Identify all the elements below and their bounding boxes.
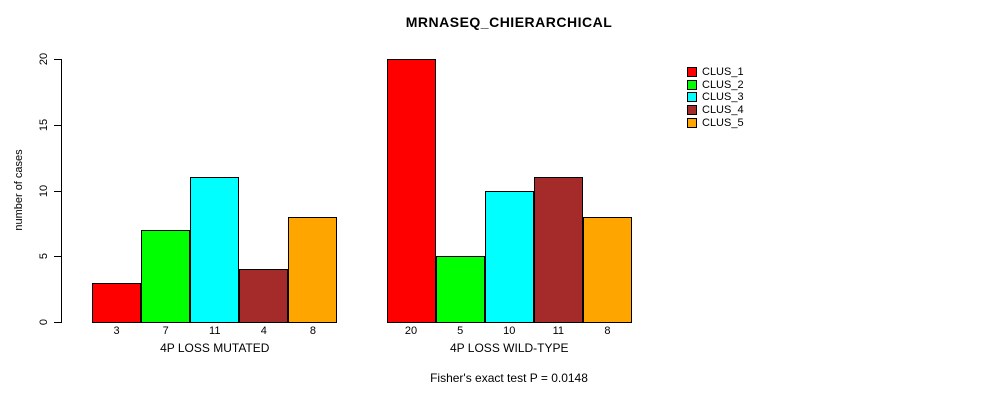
legend-label: CLUS_2	[702, 78, 744, 91]
category-label-wild-type: 4P LOSS WILD-TYPE	[450, 341, 569, 355]
legend-swatch-clus_4	[687, 105, 697, 116]
bar	[533, 177, 583, 323]
bar-value-label: 8	[309, 325, 316, 337]
y-tick	[54, 256, 62, 258]
category-label-mutated: 4P LOSS MUTATED	[160, 341, 270, 355]
y-tick	[54, 322, 62, 323]
bar	[484, 190, 534, 323]
caption-fisher-test: Fisher's exact test P = 0.0148	[430, 371, 588, 385]
bar	[435, 256, 485, 323]
bar-value-label: 7	[162, 325, 169, 337]
bar-value-label: 20	[404, 325, 418, 337]
y-tick	[54, 59, 62, 60]
bar-value-label: 4	[260, 325, 267, 337]
bar	[288, 216, 338, 323]
legend-swatch-clus_1	[687, 67, 697, 77]
chart-title: MRNASEQ_CHIERARCHICAL	[405, 14, 613, 30]
bar-value-label: 3	[113, 325, 120, 337]
legend-label: CLUS_1	[702, 66, 744, 78]
y-tick	[54, 124, 62, 126]
bar-value-label: 10	[503, 325, 516, 337]
y-axis-title: number of cases	[13, 149, 25, 231]
bar-value-label: 5	[457, 325, 464, 337]
legend-label: CLUS_5	[702, 116, 744, 129]
y-tick-label: 15	[38, 118, 50, 131]
legend-swatch-clus_3	[687, 92, 697, 103]
y-tick-label: 0	[38, 318, 50, 326]
legend-label: CLUS_4	[702, 104, 744, 117]
bar	[239, 269, 289, 323]
bar	[190, 177, 240, 323]
legend-swatch-clus_5	[687, 117, 697, 128]
y-tick-label: 20	[38, 52, 50, 66]
y-tick	[54, 190, 62, 192]
bar	[386, 59, 436, 323]
bar-value-label: 11	[552, 325, 565, 337]
bar-value-label: 8	[604, 325, 611, 337]
legend-label: CLUS_3	[702, 91, 744, 104]
y-tick-label: 5	[38, 253, 50, 260]
bar	[92, 282, 142, 323]
y-tick-label: 10	[38, 184, 50, 197]
bar	[141, 229, 191, 323]
bar-value-label: 11	[209, 325, 221, 337]
legend-swatch-clus_2	[687, 79, 697, 90]
bar	[582, 216, 632, 323]
